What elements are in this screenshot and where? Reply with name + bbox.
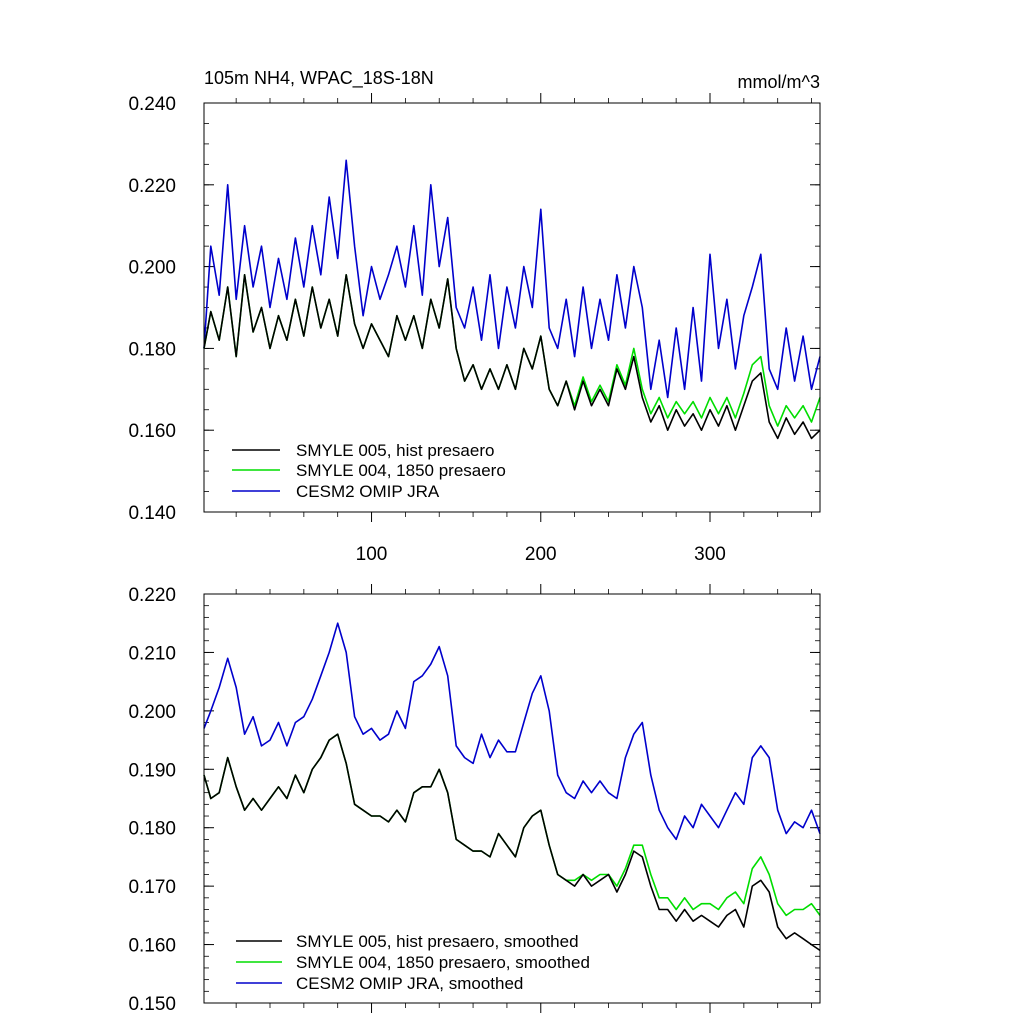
top-series-line-1 bbox=[203, 273, 821, 427]
top-legend-label-2: CESM2 OMIP JRA bbox=[296, 482, 440, 501]
top-chart-units: mmol/m^3 bbox=[738, 72, 820, 92]
top-xtick-label-1: 200 bbox=[525, 544, 557, 565]
bottom-series-line-1 bbox=[203, 733, 821, 917]
top-ytick-label-4: 0.220 bbox=[128, 176, 176, 197]
top-y-axis: 0.140 0.160 0.180 0.200 0.220 0.240 bbox=[128, 94, 820, 524]
top-xtick-label-2: 300 bbox=[694, 544, 726, 565]
bottom-series-line-2 bbox=[203, 622, 821, 841]
bottom-legend-label-1: SMYLE 004, 1850 presaero, smoothed bbox=[296, 953, 590, 972]
top-series-group bbox=[203, 159, 821, 440]
top-ytick-label-2: 0.180 bbox=[128, 339, 176, 360]
bottom-ytick-label-5: 0.200 bbox=[128, 702, 176, 723]
top-x-axis: 100 200 300 bbox=[235, 93, 812, 565]
bottom-ytick-label-3: 0.180 bbox=[128, 819, 176, 840]
bottom-legend-label-2: CESM2 OMIP JRA, smoothed bbox=[296, 974, 523, 993]
top-plot-frame bbox=[203, 102, 821, 513]
top-ytick-label-0: 0.140 bbox=[128, 503, 176, 524]
top-legend: SMYLE 005, hist presaero SMYLE 004, 1850… bbox=[232, 441, 506, 501]
bottom-x-axis bbox=[235, 584, 812, 1013]
bottom-legend: SMYLE 005, hist presaero, smoothed SMYLE… bbox=[236, 932, 590, 993]
top-chart-title: 105m NH4, WPAC_18S-18N bbox=[204, 68, 434, 89]
top-legend-label-0: SMYLE 005, hist presaero bbox=[296, 441, 494, 460]
bottom-series-line-0 bbox=[203, 733, 821, 952]
bottom-ytick-label-1: 0.160 bbox=[128, 936, 176, 957]
top-ytick-label-3: 0.200 bbox=[128, 258, 176, 279]
top-series-line-2 bbox=[203, 159, 821, 399]
top-ytick-label-5: 0.240 bbox=[128, 94, 176, 115]
top-xtick-label-0: 100 bbox=[356, 544, 388, 565]
top-series-line-0 bbox=[203, 273, 821, 440]
bottom-ytick-label-4: 0.190 bbox=[128, 760, 176, 781]
bottom-ytick-label-0: 0.150 bbox=[128, 994, 176, 1015]
bottom-ytick-label-6: 0.210 bbox=[128, 643, 176, 664]
bottom-series-group bbox=[203, 622, 821, 952]
bottom-panel: 0.150 0.160 0.170 0.180 0.190 0.200 0.210 0.220… bbox=[128, 584, 821, 1015]
bottom-legend-label-0: SMYLE 005, hist presaero, smoothed bbox=[296, 932, 579, 951]
bottom-ytick-label-7: 0.220 bbox=[128, 585, 176, 606]
top-legend-label-1: SMYLE 004, 1850 presaero bbox=[296, 461, 506, 480]
bottom-plot-frame bbox=[203, 593, 821, 1004]
top-ytick-label-1: 0.160 bbox=[128, 421, 176, 442]
top-panel: 105m NH4, WPAC_18S-18N mmol/m^3 0.1400.1… bbox=[128, 68, 821, 565]
bottom-ytick-label-2: 0.170 bbox=[128, 877, 176, 898]
